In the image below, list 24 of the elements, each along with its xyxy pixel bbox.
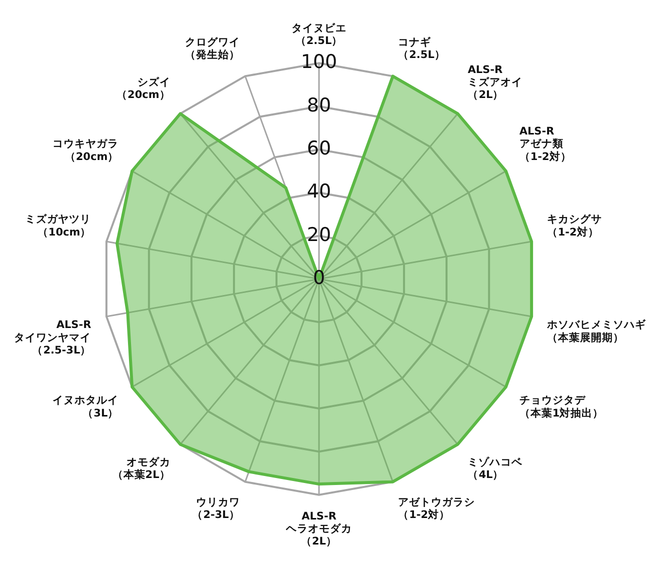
spoke-label: ウリカワ（2-3L） xyxy=(192,496,240,522)
spoke-label: タイヌビエ（2.5L） xyxy=(292,21,346,48)
y-tick-label: 80 xyxy=(306,94,332,116)
spoke-label: クログワイ（発生始） xyxy=(184,36,240,62)
spoke-label: キカシグサ（1-2対） xyxy=(546,214,602,238)
spoke-label: ミズガヤツリ（10cm） xyxy=(25,212,92,238)
spoke-label: ALS-R ミズアオイ（2L） xyxy=(468,64,523,102)
spoke-label: イヌホタルイ（3L） xyxy=(52,394,119,420)
y-tick-label: 20 xyxy=(306,224,332,246)
spoke-label: オモダカ（本葉2L） xyxy=(112,455,170,481)
spoke-label: コナギ（2.5L） xyxy=(398,35,446,62)
y-tick-label: 100 xyxy=(300,51,338,74)
spoke-label: ALS-R ヘラオモダカ（2L） xyxy=(285,510,352,548)
spoke-label: ALS-R アゼナ類（1-2対） xyxy=(519,126,572,163)
spoke-label: ホソバヒメミソハギ（本葉展開期） xyxy=(546,318,647,344)
spoke-label: チョウジタデ（本葉1対抽出） xyxy=(519,394,604,420)
y-tick-label: 0 xyxy=(312,266,326,289)
y-tick-label: 60 xyxy=(306,137,332,160)
spoke-label: ALS-R タイワンヤマイ（2.5-3L） xyxy=(14,319,92,356)
y-tick-label: 40 xyxy=(306,180,332,203)
spoke-label: シズイ（20cm） xyxy=(116,76,170,102)
spoke-label: ミゾハコベ（4L） xyxy=(468,455,524,481)
spoke-label: コウキヤガラ（20cm） xyxy=(52,138,119,163)
spoke-label: アゼトウガラシ（1-2対） xyxy=(398,496,476,522)
